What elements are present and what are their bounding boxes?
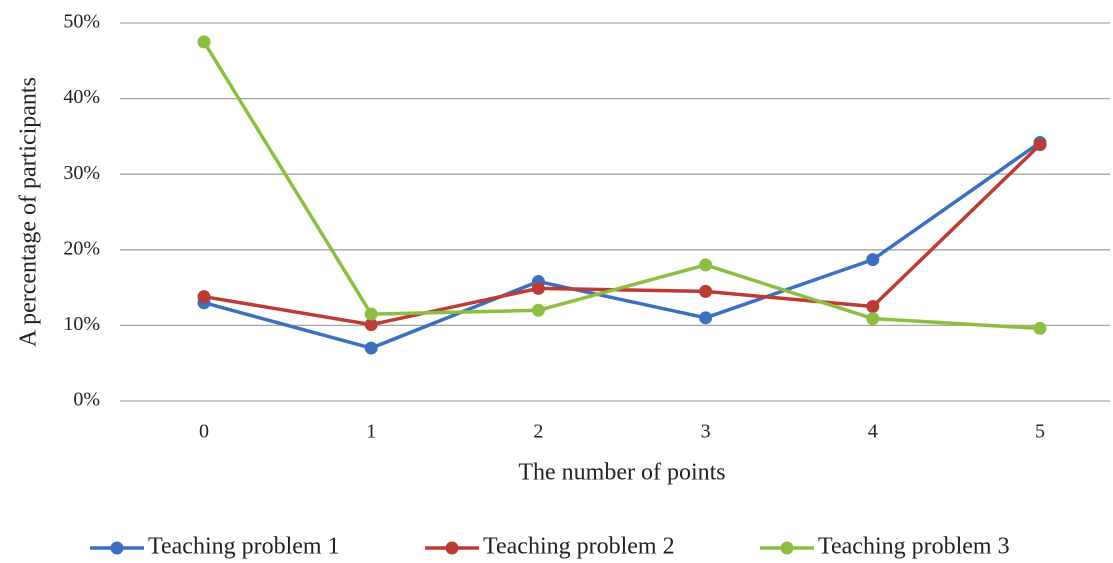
legend-marker (445, 541, 459, 555)
x-axis-label: The number of points (518, 460, 725, 486)
point-marker (866, 300, 880, 313)
point-marker (699, 284, 713, 298)
point-marker (866, 253, 880, 267)
legend-label: Teaching problem 3 (818, 534, 1010, 560)
series-line (203, 141, 1042, 350)
point-marker (1033, 138, 1047, 152)
point-marker (531, 303, 545, 317)
x-tick-label: 4 (868, 421, 878, 443)
point-marker (699, 258, 713, 272)
point-marker (699, 311, 713, 325)
y-tick-label: 20% (63, 237, 100, 259)
legend-label: Teaching problem 1 (148, 534, 340, 560)
legend-label: Teaching problem 2 (483, 534, 675, 560)
series-line (202, 40, 1041, 331)
y-axis-label: A percentage of participants (16, 77, 42, 347)
point-marker (364, 318, 378, 332)
point-marker (531, 281, 545, 295)
point-marker (866, 312, 880, 326)
x-tick-label: 3 (701, 421, 711, 443)
point-marker (364, 341, 378, 355)
x-tick-label: 1 (366, 421, 376, 443)
legend-marker (780, 541, 794, 555)
point-marker (1033, 321, 1047, 335)
y-tick-label: 40% (63, 86, 100, 108)
y-tick-label: 0% (73, 389, 100, 411)
point-marker (364, 307, 378, 321)
series-line (203, 143, 1042, 327)
legend-marker (110, 541, 124, 555)
y-tick-label: 10% (63, 313, 100, 335)
x-tick-label: 0 (199, 421, 209, 443)
y-tick-label: 30% (63, 162, 100, 184)
x-tick-label: 2 (533, 421, 543, 443)
point-marker (197, 35, 211, 49)
point-marker (197, 290, 211, 304)
x-tick-label: 5 (1035, 421, 1045, 443)
y-tick-label: 50% (63, 11, 100, 33)
